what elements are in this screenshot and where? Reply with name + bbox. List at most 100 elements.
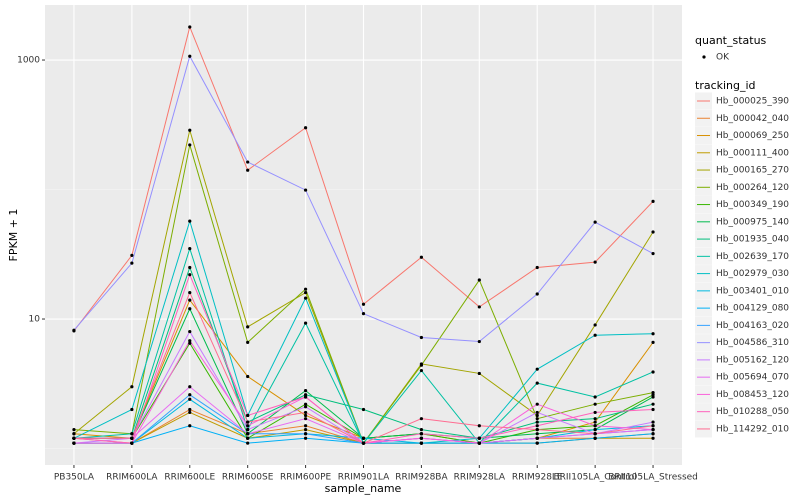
data-point	[188, 393, 192, 397]
data-point	[246, 160, 250, 164]
data-point	[593, 402, 597, 406]
x-tick-label: RRIM928LE	[512, 473, 563, 483]
data-point	[651, 199, 655, 203]
data-point	[188, 54, 192, 58]
data-point	[130, 261, 134, 265]
data-point	[593, 410, 597, 415]
x-tick-label: PB350LA	[54, 473, 95, 483]
data-point	[361, 407, 366, 412]
data-point	[130, 441, 134, 445]
data-point	[593, 427, 597, 432]
data-point	[361, 302, 366, 306]
legend-label: Hb_000349_190	[716, 200, 789, 210]
data-point	[651, 370, 655, 374]
legend-label: OK	[716, 53, 730, 63]
data-point	[188, 341, 192, 345]
data-point	[246, 427, 250, 432]
data-point	[188, 290, 192, 295]
data-point	[303, 402, 308, 406]
data-point	[72, 441, 76, 445]
legend-label: Hb_000264_120	[716, 183, 789, 193]
data-point	[419, 368, 424, 373]
data-point	[593, 424, 597, 428]
data-point	[246, 340, 250, 344]
data-point	[72, 328, 76, 332]
data-point	[477, 278, 481, 282]
y-axis-title: FPKM + 1	[7, 209, 20, 262]
x-axis-title: sample_name	[325, 482, 402, 495]
data-point	[535, 292, 539, 296]
legend-label: Hb_114292_010	[716, 424, 789, 434]
legend-label: Hb_005694_070	[716, 373, 789, 383]
data-point	[130, 407, 134, 412]
data-point	[188, 339, 192, 343]
data-point	[477, 371, 481, 376]
data-point	[188, 424, 192, 428]
data-point	[188, 143, 192, 147]
data-point	[535, 410, 539, 415]
data-point	[419, 441, 424, 445]
legend-point	[702, 55, 706, 59]
data-point	[188, 246, 192, 251]
data-point	[651, 402, 655, 406]
legend-label: Hb_000111_400	[716, 148, 789, 158]
data-point	[246, 432, 250, 436]
legend-label: Hb_010288_050	[716, 407, 789, 417]
data-point	[535, 420, 539, 424]
legend-label: Hb_003401_010	[716, 286, 789, 296]
data-point	[303, 188, 308, 192]
data-point	[419, 436, 424, 440]
data-point	[188, 329, 192, 334]
data-point	[651, 393, 655, 397]
data-point	[246, 168, 250, 172]
data-point	[303, 413, 308, 418]
data-point	[535, 424, 539, 428]
data-point	[651, 252, 655, 256]
data-point	[651, 427, 655, 432]
data-point	[535, 265, 539, 270]
data-point	[477, 305, 481, 309]
data-point	[593, 395, 597, 399]
data-point	[593, 420, 597, 424]
legend-label: Hb_000042_040	[716, 114, 789, 124]
data-point	[535, 436, 539, 440]
data-point	[651, 432, 655, 436]
data-point	[535, 441, 539, 445]
data-point	[246, 441, 250, 445]
data-point	[246, 424, 250, 428]
legend-label: Hb_000069_250	[716, 131, 789, 141]
legend-label: Hb_000975_140	[716, 217, 789, 227]
data-point	[246, 374, 250, 379]
x-tick-label: RRIM600LE	[164, 473, 215, 483]
data-point	[188, 25, 192, 29]
data-point	[593, 417, 597, 421]
legend-label: Hb_002979_030	[716, 269, 789, 279]
data-point	[303, 405, 308, 409]
data-point	[130, 385, 134, 389]
data-point	[188, 298, 192, 302]
data-point	[303, 395, 308, 399]
data-point	[188, 128, 192, 132]
legend-label: Hb_008453_120	[716, 390, 789, 400]
data-point	[188, 385, 192, 389]
data-point	[303, 417, 308, 421]
data-point	[419, 432, 424, 436]
data-point	[477, 424, 481, 428]
data-point	[188, 307, 192, 311]
legend-title: quant_status	[695, 34, 767, 47]
data-point	[593, 436, 597, 440]
data-point	[303, 427, 308, 432]
data-point	[419, 363, 424, 367]
data-point	[651, 340, 655, 344]
x-tick-label: RRIM600SE	[222, 473, 274, 483]
data-point	[651, 332, 655, 336]
data-point	[593, 220, 597, 224]
data-point	[651, 230, 655, 234]
data-point	[303, 290, 308, 295]
x-tick-label: RRIM600LA	[106, 473, 158, 483]
data-point	[246, 413, 250, 418]
x-tick-label: RRIM928BA	[395, 473, 448, 483]
data-point	[361, 441, 366, 445]
data-point	[246, 420, 250, 424]
